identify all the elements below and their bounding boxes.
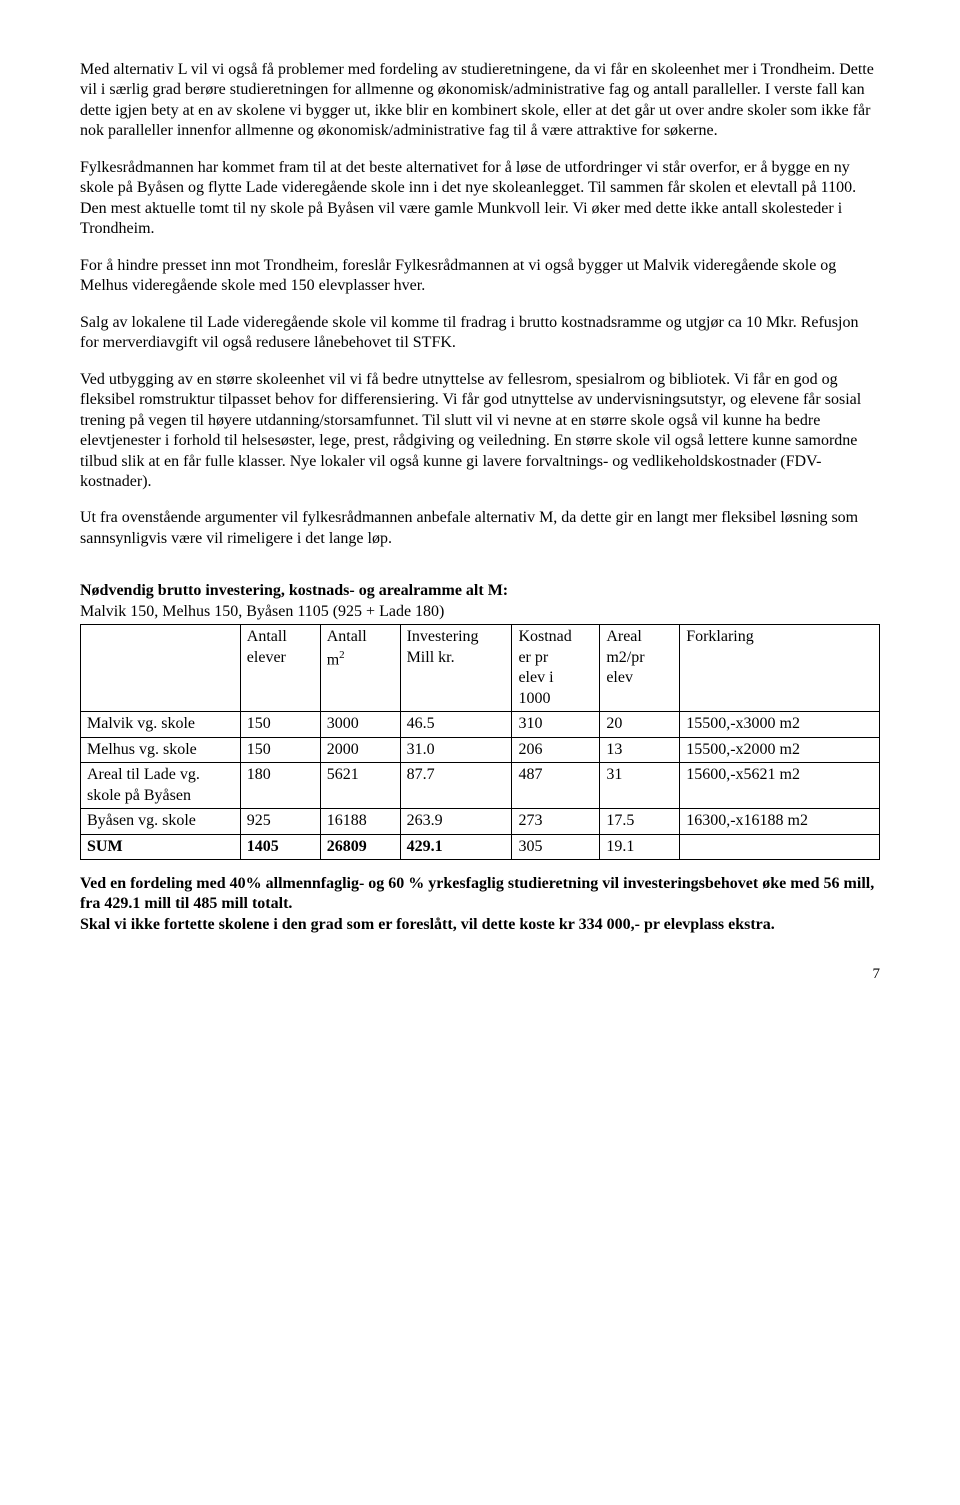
table-cell: 16300,-x16188 m2 — [680, 809, 880, 834]
paragraph-4: Salg av lokalene til Lade videregående s… — [80, 313, 880, 354]
table-header-cell — [81, 625, 241, 712]
table-cell: 487 — [512, 763, 600, 809]
paragraph-3: For å hindre presset inn mot Trondheim, … — [80, 256, 880, 297]
table-cell: Melhus vg. skole — [81, 737, 241, 762]
paragraph-5: Ved utbygging av en større skoleenhet vi… — [80, 370, 880, 493]
table-cell: 13 — [600, 737, 680, 762]
table-header-cell: Kostnader prelev i1000 — [512, 625, 600, 712]
footer-note-1: Ved en fordeling med 40% allmennfaglig- … — [80, 874, 880, 915]
table-cell: 310 — [512, 712, 600, 737]
section-subheading: Malvik 150, Melhus 150, Byåsen 1105 (925… — [80, 602, 880, 622]
table-cell: 19.1 — [600, 834, 680, 859]
table-cell: 3000 — [320, 712, 400, 737]
table-header-cell: InvesteringMill kr. — [400, 625, 512, 712]
table-cell: 273 — [512, 809, 600, 834]
table-cell: 2000 — [320, 737, 400, 762]
table-cell: 925 — [240, 809, 320, 834]
table-cell: 263.9 — [400, 809, 512, 834]
table-cell: 1405 — [240, 834, 320, 859]
table-cell: 26809 — [320, 834, 400, 859]
table-cell: 15500,-x3000 m2 — [680, 712, 880, 737]
table-cell: SUM — [81, 834, 241, 859]
table-cell: 5621 — [320, 763, 400, 809]
table-cell: 150 — [240, 737, 320, 762]
table-cell: 15500,-x2000 m2 — [680, 737, 880, 762]
table-cell: Malvik vg. skole — [81, 712, 241, 737]
paragraph-1: Med alternativ L vil vi også få probleme… — [80, 60, 880, 142]
paragraph-2: Fylkesrådmannen har kommet fram til at d… — [80, 158, 880, 240]
table-cell: 206 — [512, 737, 600, 762]
table-cell: 17.5 — [600, 809, 680, 834]
table-cell: 46.5 — [400, 712, 512, 737]
table-cell: 150 — [240, 712, 320, 737]
footer-note-2: Skal vi ikke fortette skolene i den grad… — [80, 915, 880, 935]
table-cell: 180 — [240, 763, 320, 809]
investment-table: AntalleleverAntallm2InvesteringMill kr.K… — [80, 624, 880, 860]
section-heading: Nødvendig brutto investering, kostnads- … — [80, 581, 880, 601]
table-header-cell: Forklaring — [680, 625, 880, 712]
table-cell — [680, 834, 880, 859]
table-header-cell: Antallm2 — [320, 625, 400, 712]
table-cell: 15600,-x5621 m2 — [680, 763, 880, 809]
table-cell: 16188 — [320, 809, 400, 834]
table-cell: 87.7 — [400, 763, 512, 809]
table-cell: Byåsen vg. skole — [81, 809, 241, 834]
table-cell: 429.1 — [400, 834, 512, 859]
table-header-cell: Antallelever — [240, 625, 320, 712]
table-cell: Areal til Lade vg. skole på Byåsen — [81, 763, 241, 809]
paragraph-6: Ut fra ovenstående argumenter vil fylkes… — [80, 508, 880, 549]
table-header-cell: Arealm2/prelev — [600, 625, 680, 712]
table-cell: 31.0 — [400, 737, 512, 762]
table-cell: 20 — [600, 712, 680, 737]
table-cell: 31 — [600, 763, 680, 809]
table-cell: 305 — [512, 834, 600, 859]
page-number: 7 — [80, 965, 880, 984]
